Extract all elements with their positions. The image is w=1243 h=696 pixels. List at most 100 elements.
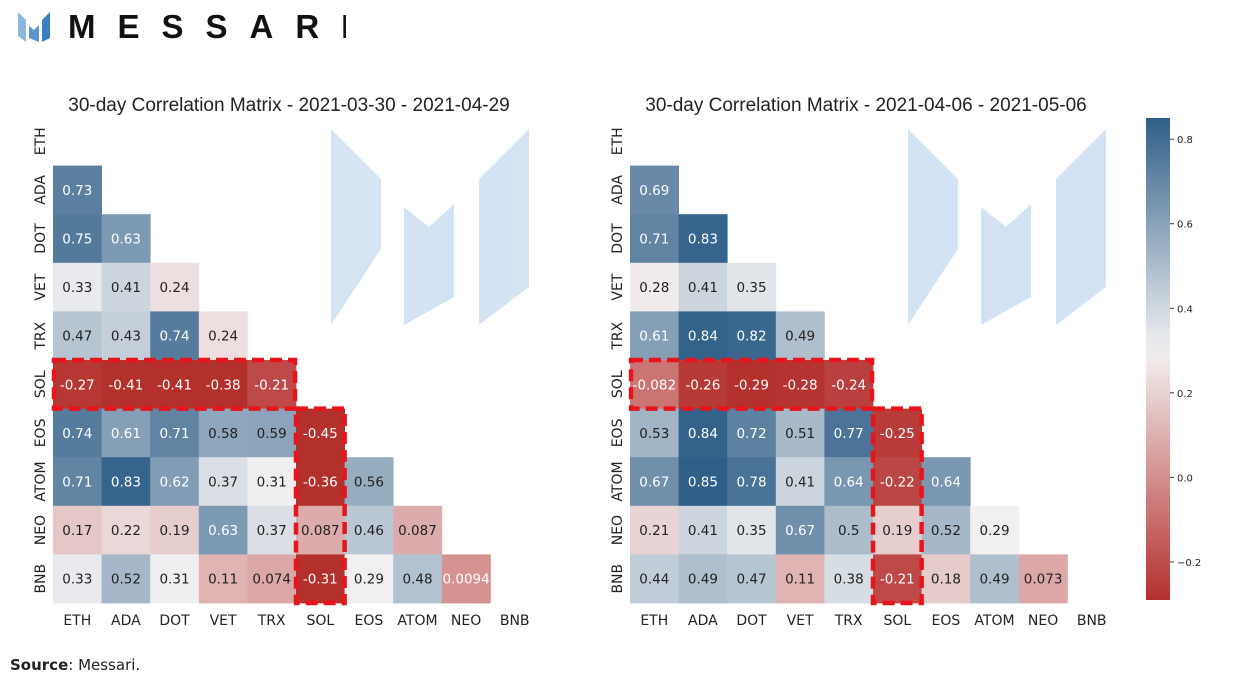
cell-label: 0.69 — [639, 183, 669, 199]
cell-label: 0.46 — [354, 523, 384, 539]
heatmap-cell — [775, 505, 825, 555]
cell-label: -0.36 — [303, 475, 338, 491]
colorbar-tick-label: 0.0 — [1177, 473, 1193, 484]
cell-label: 0.73 — [62, 183, 92, 199]
x-tick-label: VET — [210, 613, 237, 629]
heatmap-cell — [198, 457, 248, 507]
cell-label: 0.74 — [62, 426, 92, 442]
x-tick-label: SOL — [306, 613, 334, 629]
colorbar-gradient — [1146, 118, 1170, 600]
heatmap-cell — [198, 505, 248, 555]
heatmap-cell — [727, 360, 777, 409]
highlight-column-box — [293, 406, 347, 606]
cell-label: 0.61 — [639, 329, 669, 345]
cell-label: -0.082 — [633, 377, 677, 393]
heatmap-cell — [53, 360, 102, 409]
cell-label: 0.29 — [354, 572, 384, 588]
heatmap-cell — [727, 554, 777, 604]
heatmap-cell — [101, 408, 151, 458]
heatmap-cell — [873, 457, 922, 507]
x-tick-label: TRX — [257, 613, 286, 629]
heatmap-cell — [873, 554, 922, 604]
messari-mark-icon — [18, 12, 50, 42]
cell-label: -0.28 — [783, 377, 818, 393]
cell-label: 0.087 — [301, 523, 340, 539]
heatmap-cell — [775, 457, 825, 507]
cell-label: 0.52 — [111, 572, 141, 588]
heatmap-cell — [344, 554, 394, 604]
heatmap-cell — [393, 505, 443, 555]
messari-logo: MESSARI — [18, 8, 346, 44]
heatmap-cell — [53, 554, 102, 604]
heatmap-cell — [150, 360, 200, 409]
heatmap-cell — [53, 457, 102, 507]
x-tick-label: NEO — [451, 613, 481, 629]
cell-label: 0.11 — [208, 572, 238, 588]
heatmap-cell — [873, 408, 922, 458]
x-tick-label: BNB — [1077, 613, 1107, 629]
heatmap-cell — [630, 457, 679, 507]
cell-label: 0.75 — [62, 232, 92, 248]
cell-label: 0.074 — [252, 572, 291, 588]
heatmap-cell — [53, 408, 102, 458]
cell-label: 0.0094 — [442, 572, 489, 588]
heatmap-cell — [824, 554, 874, 604]
heatmap-cell — [150, 408, 200, 458]
heatmap-cell — [198, 408, 248, 458]
heatmap-cell — [678, 554, 728, 604]
cell-label: 0.41 — [688, 523, 718, 539]
heatmap-cell — [678, 214, 728, 264]
y-tick-label: VET — [610, 273, 626, 300]
colorbar: 0.8 0.6 0.4 0.2 0.0 −0.2 — [1146, 118, 1201, 600]
x-tick-label: ATOM — [397, 613, 437, 629]
cell-label: 0.38 — [834, 572, 864, 588]
heatmap-cell — [775, 554, 825, 604]
heatmap-cell — [247, 505, 297, 555]
heatmap-cell — [198, 360, 248, 409]
cell-label: 0.77 — [834, 426, 864, 442]
heatmap-cell — [53, 505, 102, 555]
heatmap-cell — [101, 505, 151, 555]
heatmap-cell — [873, 505, 922, 555]
x-tick-label: BNB — [500, 613, 530, 629]
colorbar-tick-label: 0.8 — [1177, 135, 1193, 146]
y-tick-label: EOS — [33, 418, 49, 447]
heatmap-cell — [198, 311, 248, 361]
cell-label: -0.27 — [60, 377, 95, 393]
heatmap-cell — [296, 505, 345, 555]
cell-label: 0.83 — [111, 475, 141, 491]
heatmap-cell — [150, 262, 200, 312]
heatmap-cell — [824, 505, 874, 555]
heatmap-cell — [247, 360, 297, 409]
x-tick-label: EOS — [355, 613, 384, 629]
x-tick-label: EOS — [932, 613, 961, 629]
cell-label: 0.24 — [208, 329, 238, 345]
cell-label: 0.43 — [111, 329, 141, 345]
heatmap-cell — [344, 457, 394, 507]
cell-label: -0.45 — [303, 426, 338, 442]
cell-label: 0.62 — [159, 475, 189, 491]
heatmap-cell — [296, 554, 345, 604]
y-tick-label: BNB — [610, 564, 626, 594]
cell-label: 0.71 — [159, 426, 189, 442]
brand-wordmark: MESSARI — [68, 8, 346, 44]
cell-label: 0.19 — [159, 523, 189, 539]
heatmap-cell — [344, 505, 394, 555]
cell-label: 0.31 — [257, 475, 287, 491]
colorbar-tick-label: 0.6 — [1177, 220, 1193, 231]
heatmap-cell — [296, 457, 345, 507]
cell-label: 0.37 — [257, 523, 287, 539]
cell-label: 0.84 — [688, 426, 718, 442]
heatmap-cell — [53, 262, 102, 312]
heatmap-cell — [393, 554, 443, 604]
heatmap-cell — [824, 408, 874, 458]
cell-label: 0.64 — [834, 475, 864, 491]
cell-label: -0.22 — [880, 475, 915, 491]
y-tick-label: TRX — [33, 321, 49, 350]
heatmap-cell — [150, 457, 200, 507]
x-tick-label: NEO — [1028, 613, 1058, 629]
x-tick-label: DOT — [159, 613, 190, 629]
heatmap-cell — [921, 505, 971, 555]
cell-label: 0.58 — [208, 426, 238, 442]
x-tick-label: TRX — [834, 613, 863, 629]
